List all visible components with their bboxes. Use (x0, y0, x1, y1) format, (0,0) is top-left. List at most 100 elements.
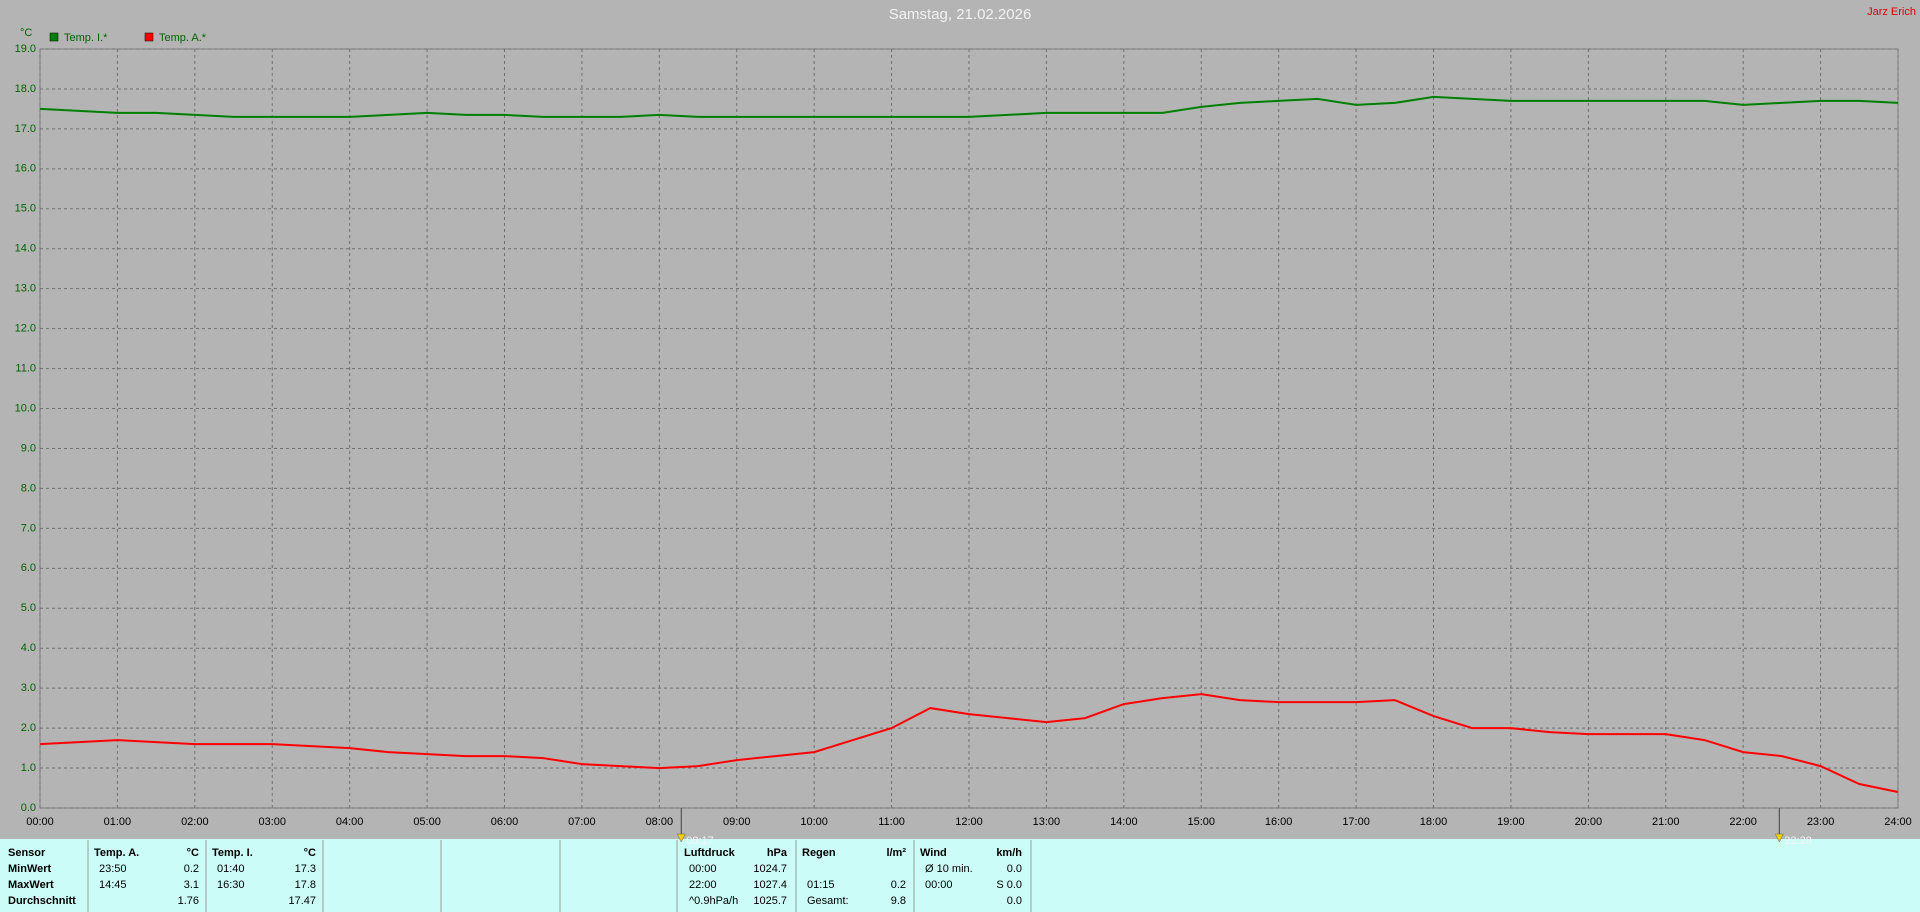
col-unit: l/m² (886, 847, 906, 859)
x-tick-label: 08:00 (646, 816, 674, 828)
x-tick-label: 21:00 (1652, 816, 1680, 828)
legend-swatch (49, 32, 59, 42)
y-tick-label: 14.0 (15, 243, 36, 255)
legend-label: Temp. I.* (64, 32, 108, 44)
x-tick-label: 03:00 (258, 816, 286, 828)
cell-time: Gesamt: (807, 895, 849, 907)
cell-time: Ø 10 min. (925, 863, 973, 875)
col-header: Temp. I. (212, 847, 253, 859)
cell-value: 1024.7 (753, 863, 787, 875)
col-header: Sensor (8, 847, 46, 859)
x-tick-label: 16:00 (1265, 816, 1293, 828)
y-tick-label: 7.0 (21, 522, 36, 534)
y-tick-label: 17.0 (15, 123, 36, 135)
cell-time: ^0.9hPa/h (689, 895, 738, 907)
x-tick-label: 05:00 (413, 816, 441, 828)
cell-time: 14:45 (99, 879, 127, 891)
row-label: MaxWert (8, 879, 54, 891)
sun-icon (676, 833, 686, 843)
y-tick-label: 13.0 (15, 283, 36, 295)
x-tick-label: 18:00 (1420, 816, 1448, 828)
y-tick-label: 1.0 (21, 762, 36, 774)
col-unit: km/h (996, 847, 1022, 859)
cell-value: 17.3 (295, 863, 316, 875)
col-header: Regen (802, 847, 836, 859)
y-tick-label: 18.0 (15, 83, 36, 95)
y-tick-label: 8.0 (21, 482, 36, 494)
cell-value: 1027.4 (753, 879, 787, 891)
y-tick-label: 2.0 (21, 722, 36, 734)
cell-value: 3.1 (184, 879, 199, 891)
x-tick-label: 04:00 (336, 816, 364, 828)
col-unit: hPa (767, 847, 788, 859)
col-header: Wind (920, 847, 947, 859)
x-tick-label: 23:00 (1807, 816, 1835, 828)
x-tick-label: 19:00 (1497, 816, 1525, 828)
y-tick-label: 12.0 (15, 323, 36, 335)
x-tick-label: 07:00 (568, 816, 596, 828)
series-line (39, 693, 1899, 793)
col-header: Luftdruck (684, 847, 736, 859)
y-tick-label: 0.0 (21, 802, 36, 814)
cell-value: 17.8 (295, 879, 316, 891)
cell-value: 1025.7 (753, 895, 787, 907)
cell-time: 22:00 (689, 879, 717, 891)
series-line (39, 95, 1899, 118)
cell-time: 00:00 (689, 863, 717, 875)
col-unit: °C (187, 847, 199, 859)
cell-time: 16:30 (217, 879, 245, 891)
y-unit: °C (20, 27, 32, 39)
cell-time: 00:00 (925, 879, 953, 891)
chart-title: Samstag, 21.02.2026 (889, 6, 1032, 23)
cell-value: S 0.0 (996, 879, 1022, 891)
col-header: Temp. A. (94, 847, 139, 859)
x-tick-label: 17:00 (1342, 816, 1370, 828)
x-tick-label: 12:00 (955, 816, 983, 828)
row-label: Durchschnitt (8, 895, 76, 907)
x-tick-label: 02:00 (181, 816, 209, 828)
x-tick-label: 10:00 (800, 816, 828, 828)
x-tick-label: 15:00 (1187, 816, 1215, 828)
sun-icon (1774, 833, 1784, 843)
cell-value: 0.2 (891, 879, 906, 891)
cell-value: 1.76 (178, 895, 199, 907)
cell-time: 23:50 (99, 863, 127, 875)
y-tick-label: 19.0 (15, 43, 36, 55)
x-tick-label: 14:00 (1110, 816, 1138, 828)
x-tick-label: 22:00 (1729, 816, 1757, 828)
author: Jarz Erich (1867, 6, 1916, 18)
background (0, 0, 1920, 839)
x-tick-label: 24:00 (1884, 816, 1912, 828)
col-unit: °C (304, 847, 316, 859)
x-tick-label: 06:00 (491, 816, 519, 828)
y-tick-label: 5.0 (21, 602, 36, 614)
y-tick-label: 11.0 (15, 362, 36, 374)
x-tick-label: 20:00 (1575, 816, 1603, 828)
sun-time: 22:28 (1784, 835, 1812, 847)
cell-value: 0.2 (184, 863, 199, 875)
x-tick-label: 13:00 (1033, 816, 1061, 828)
x-tick-label: 09:00 (723, 816, 751, 828)
cell-value: 9.8 (891, 895, 906, 907)
row-label: MinWert (8, 863, 52, 875)
legend-label: Temp. A.* (159, 32, 207, 44)
y-tick-label: 3.0 (21, 682, 36, 694)
y-tick-label: 9.0 (21, 442, 36, 454)
y-tick-label: 4.0 (21, 642, 36, 654)
x-tick-label: 00:00 (26, 816, 54, 828)
y-tick-label: 15.0 (15, 203, 36, 215)
sun-time: 08:17 (686, 835, 714, 847)
cell-value: 0.0 (1007, 863, 1022, 875)
y-tick-label: 16.0 (15, 163, 36, 175)
cell-value: 17.47 (288, 895, 316, 907)
stats-panel (0, 839, 1920, 912)
y-tick-label: 10.0 (15, 402, 36, 414)
legend-swatch (144, 32, 154, 42)
y-tick-label: 6.0 (21, 562, 36, 574)
cell-time: 01:40 (217, 863, 245, 875)
x-tick-label: 01:00 (104, 816, 132, 828)
x-tick-label: 11:00 (878, 816, 905, 828)
cell-time: 01:15 (807, 879, 835, 891)
